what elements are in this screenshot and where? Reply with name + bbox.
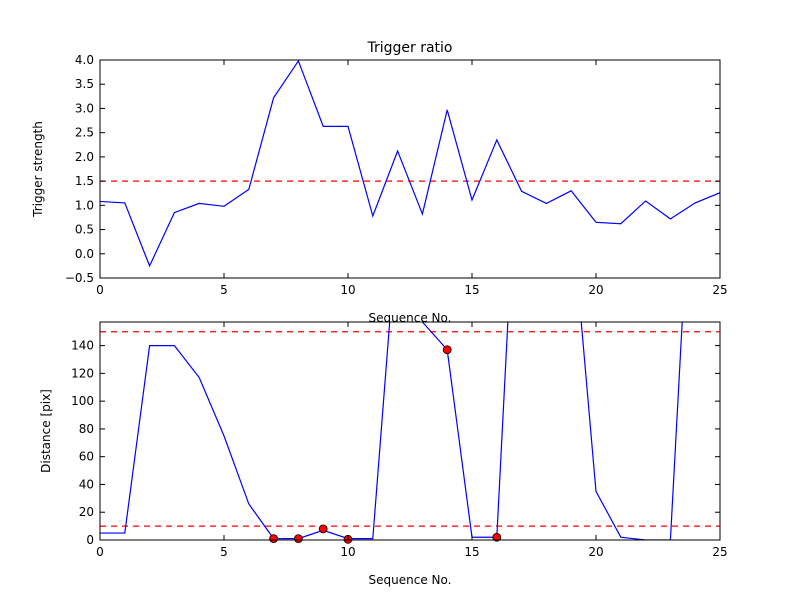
y-tick-label: 4.0 — [75, 53, 94, 67]
y-tick-label: 100 — [71, 394, 94, 408]
data-point-marker — [269, 534, 279, 544]
x-tick-label: 5 — [220, 545, 228, 559]
bottom-y-ticks: 0 20 40 60 80 100 120 140 — [71, 339, 720, 547]
top-x-ticks: 0 5 10 15 20 25 — [96, 60, 728, 297]
y-tick-label: 120 — [71, 366, 94, 380]
y-tick-label: 20 — [79, 505, 94, 519]
data-point-marker — [318, 524, 328, 534]
top-y-axis-label: Trigger strength — [31, 121, 45, 218]
top-panel: Trigger ratio 0 5 10 15 20 25 −0.5 0.0 0.5 1.0 1.… — [31, 40, 728, 325]
x-tick-label: 15 — [464, 545, 479, 559]
y-tick-label: 0 — [86, 533, 94, 547]
y-tick-label: −0.5 — [65, 271, 94, 285]
y-tick-label: 0.0 — [75, 247, 94, 261]
bottom-plot-area — [100, 322, 720, 540]
x-tick-label: 10 — [340, 283, 355, 297]
x-tick-label: 20 — [588, 283, 603, 297]
bottom-panel: 0 5 10 15 20 25 0 20 40 60 80 100 120 140 Sequence N… — [39, 321, 728, 587]
x-tick-label: 10 — [340, 545, 355, 559]
x-tick-label: 0 — [96, 545, 104, 559]
data-point-marker — [442, 345, 452, 355]
top-chart-title: Trigger ratio — [366, 40, 452, 56]
y-tick-label: 1.5 — [75, 174, 94, 188]
bottom-series-line — [100, 322, 683, 540]
y-tick-label: 140 — [71, 339, 94, 353]
bottom-threshold-lines — [100, 331, 720, 527]
top-y-ticks: −0.5 0.0 0.5 1.0 1.5 2.0 2.5 3.0 3.5 4.0 — [65, 53, 720, 285]
x-tick-label: 25 — [712, 545, 727, 559]
bottom-plot-frame — [99, 321, 721, 541]
x-tick-label: 25 — [712, 283, 727, 297]
x-tick-label: 5 — [220, 283, 228, 297]
top-plot-area — [100, 60, 720, 278]
y-tick-label: 2.5 — [75, 126, 94, 140]
y-tick-label: 60 — [79, 450, 94, 464]
y-tick-label: 40 — [79, 477, 94, 491]
y-tick-label: 0.5 — [75, 223, 94, 237]
data-point-marker — [492, 532, 502, 542]
y-tick-label: 3.5 — [75, 77, 94, 91]
top-series-line — [100, 60, 720, 268]
data-point-marker — [293, 534, 303, 544]
bottom-y-axis-label: Distance [pix] — [39, 389, 53, 473]
y-tick-label: 80 — [79, 422, 94, 436]
x-tick-label: 15 — [464, 283, 479, 297]
y-tick-label: 3.0 — [75, 101, 94, 115]
top-plot-frame — [99, 59, 721, 279]
y-tick-label: 2.0 — [75, 150, 94, 164]
bottom-x-ticks: 0 5 10 15 20 25 — [96, 322, 728, 559]
y-tick-label: 1.0 — [75, 198, 94, 212]
x-tick-label: 20 — [588, 545, 603, 559]
bottom-markers — [269, 345, 502, 544]
x-tick-label: 0 — [96, 283, 104, 297]
bottom-x-axis-label: Sequence No. — [369, 573, 452, 587]
